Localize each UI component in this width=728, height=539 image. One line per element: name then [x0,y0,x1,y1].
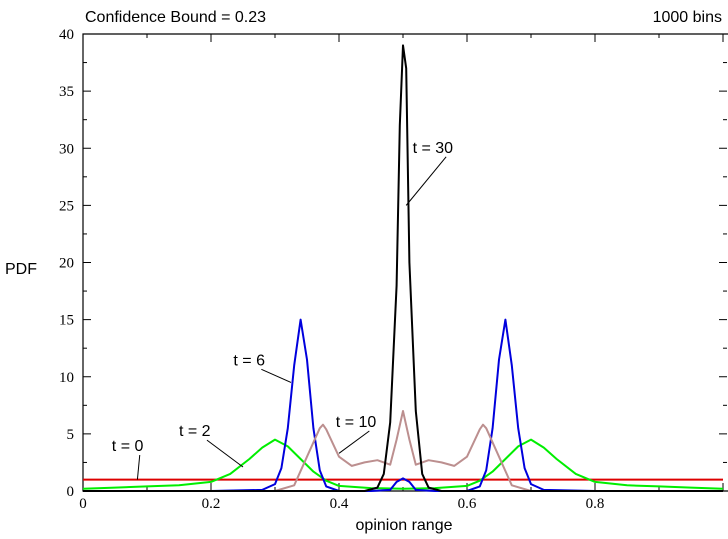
y-tick-label: 30 [59,141,74,157]
annotation-label: t = 30 [413,140,454,157]
y-tick-label: 35 [59,84,74,100]
y-tick-label: 15 [59,313,74,329]
chart-title: Confidence Bound = 0.23 [85,9,266,26]
y-tick-label: 5 [67,427,75,443]
y-tick-label: 25 [59,198,74,214]
annotation-label: t = 0 [112,438,144,455]
x-tick-label: 0.6 [458,496,477,512]
y-tick-label: 0 [67,484,75,500]
annotation-label: t = 6 [233,352,265,369]
y-tick-label: 20 [59,256,74,272]
y-axis-label: PDF [5,261,37,278]
y-tick-label: 10 [59,370,74,386]
x-tick-label: 0 [79,496,87,512]
annotation-label: t = 2 [179,423,211,440]
x-tick-label: 0.8 [586,496,605,512]
x-axis-label: opinion range [356,517,453,534]
y-tick-label: 40 [59,27,74,43]
x-tick-label: 0.4 [330,496,349,512]
annotation-label: t = 10 [336,414,377,431]
x-tick-label: 0.2 [202,496,221,512]
chart-subtitle: 1000 bins [653,9,722,26]
